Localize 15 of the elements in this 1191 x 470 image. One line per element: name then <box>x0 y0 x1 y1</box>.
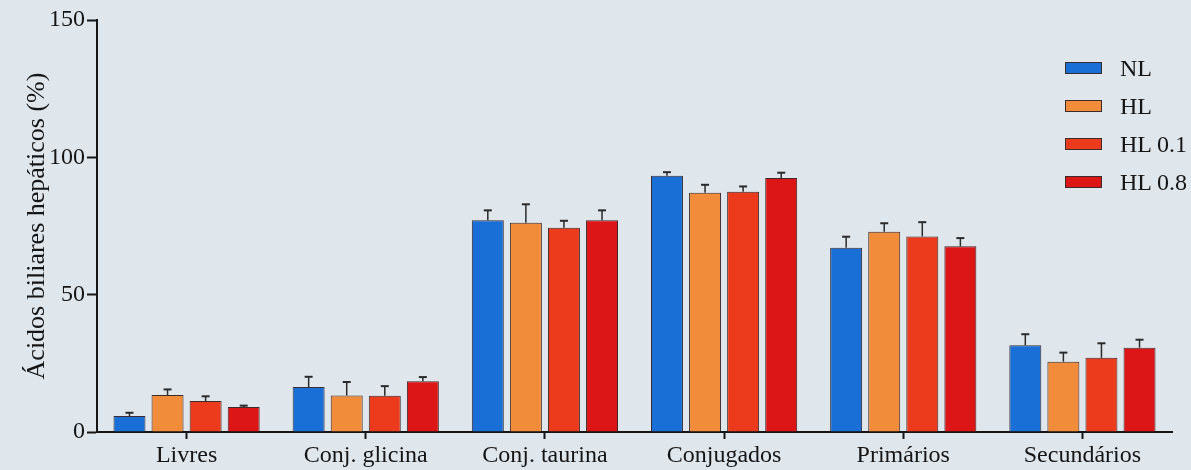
legend-label: NL <box>1120 54 1152 82</box>
x-tick-label: Primários <box>856 440 950 467</box>
x-tick-label: Conj. taurina <box>482 440 608 467</box>
y-axis-title: Ácidos biliares hepáticos (%) <box>21 72 51 380</box>
x-tick-label: Livres <box>155 440 218 467</box>
y-tick-label: 100 <box>49 142 85 169</box>
legend-label: HL <box>1120 92 1152 120</box>
y-tick-label: 50 <box>61 279 85 306</box>
x-tick-label: Conj. glicina <box>303 440 429 467</box>
x-tick-label: Conjugados <box>666 440 782 467</box>
y-tick-label: 150 <box>49 5 85 32</box>
legend-label: HL 0.1 <box>1120 130 1188 158</box>
y-tick-label: 0 <box>73 417 85 444</box>
x-tick-label: Secundários <box>1023 440 1142 467</box>
legend-label: HL 0.8 <box>1120 168 1188 196</box>
